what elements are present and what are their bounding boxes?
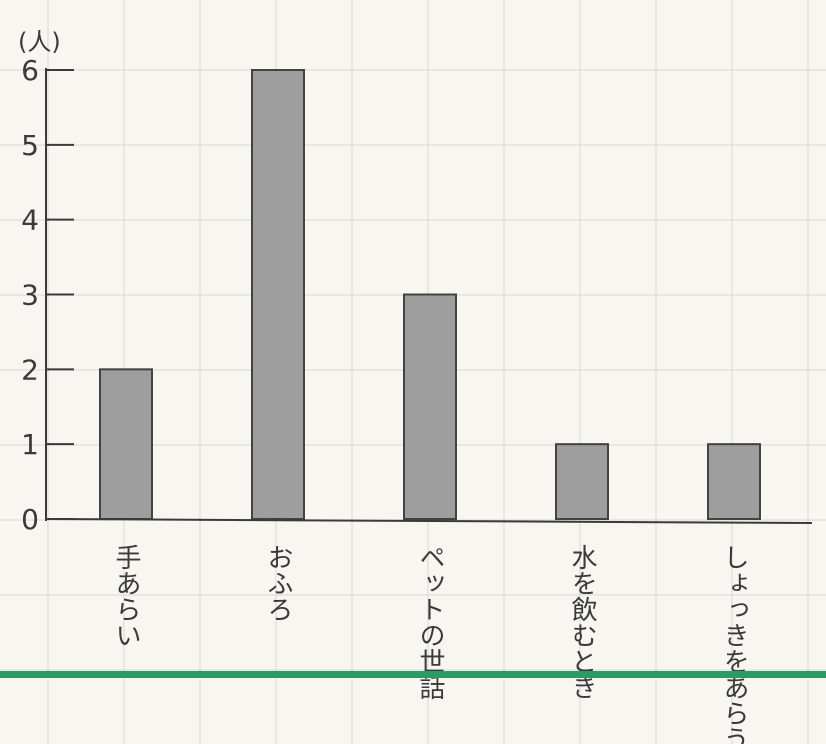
x-tick-label: しょっきをあらう: [719, 544, 749, 744]
x-tick-labels: 手あらい おふろ ペットの世話 水を飲むとき しょっきをあらう: [111, 544, 749, 744]
y-tick-label: 6: [21, 54, 39, 87]
y-unit-label: (人): [18, 28, 61, 56]
y-tick-label: 1: [21, 428, 39, 461]
x-tick-label: 手あらい: [111, 544, 141, 648]
bar: [707, 443, 761, 520]
bars: [99, 69, 761, 521]
green-divider-line: [0, 671, 826, 678]
y-ticks: 0 1 2 3 4 5 6: [21, 54, 74, 536]
y-tick-label: 2: [21, 353, 39, 386]
y-tick-label: 0: [21, 503, 39, 536]
bar: [403, 293, 457, 520]
bar: [555, 443, 609, 520]
y-tick-label: 4: [21, 204, 39, 237]
y-tick-label: 3: [21, 279, 39, 312]
bar: [251, 69, 305, 520]
y-tick-label: 5: [21, 129, 39, 162]
x-axis-line: [45, 518, 813, 524]
bar: [99, 368, 153, 521]
x-tick-label: おふろ: [263, 544, 293, 622]
